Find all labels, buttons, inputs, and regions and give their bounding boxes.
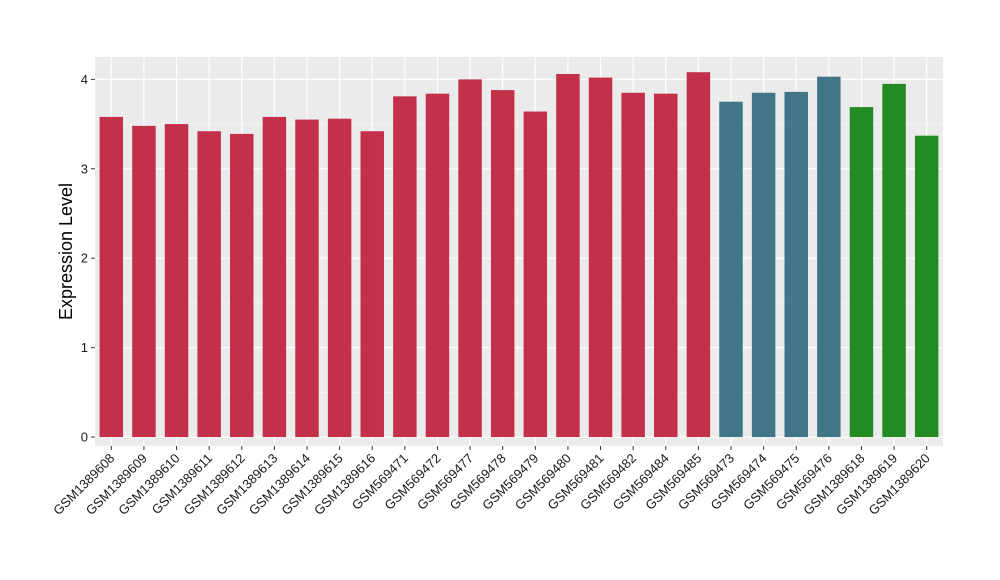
bar <box>621 92 645 438</box>
bar <box>751 92 776 438</box>
y-tick-label: 2 <box>81 251 88 266</box>
bar <box>458 79 482 438</box>
y-tick-label: 3 <box>81 161 88 176</box>
bar <box>556 73 580 438</box>
bars <box>99 72 939 438</box>
bar <box>588 77 613 438</box>
y-axis-title: Expression Level <box>56 183 76 320</box>
bar <box>490 90 515 438</box>
bar <box>849 107 874 438</box>
bar <box>523 111 548 438</box>
plot-panel <box>95 57 943 446</box>
y-tick-label: 1 <box>81 340 88 355</box>
bar <box>197 131 221 438</box>
bar <box>295 119 319 438</box>
bar <box>425 93 450 438</box>
y-tick-label: 0 <box>81 430 88 445</box>
bar <box>914 135 939 438</box>
bar <box>817 76 841 438</box>
bar <box>164 124 189 438</box>
y-axis: 0 1 2 3 4 <box>81 72 95 445</box>
bar <box>784 91 808 438</box>
bar <box>360 131 384 438</box>
bar <box>132 125 156 438</box>
x-axis: GSM1389608GSM1389609GSM1389610GSM1389611… <box>50 446 933 518</box>
bar <box>654 93 678 438</box>
bar <box>882 83 906 438</box>
bar <box>99 116 124 438</box>
y-tick-label: 4 <box>81 72 88 87</box>
bar <box>262 116 287 438</box>
bar <box>719 101 743 438</box>
bar <box>686 72 711 438</box>
bar <box>230 133 254 438</box>
bar <box>393 96 417 438</box>
bar <box>327 118 352 438</box>
